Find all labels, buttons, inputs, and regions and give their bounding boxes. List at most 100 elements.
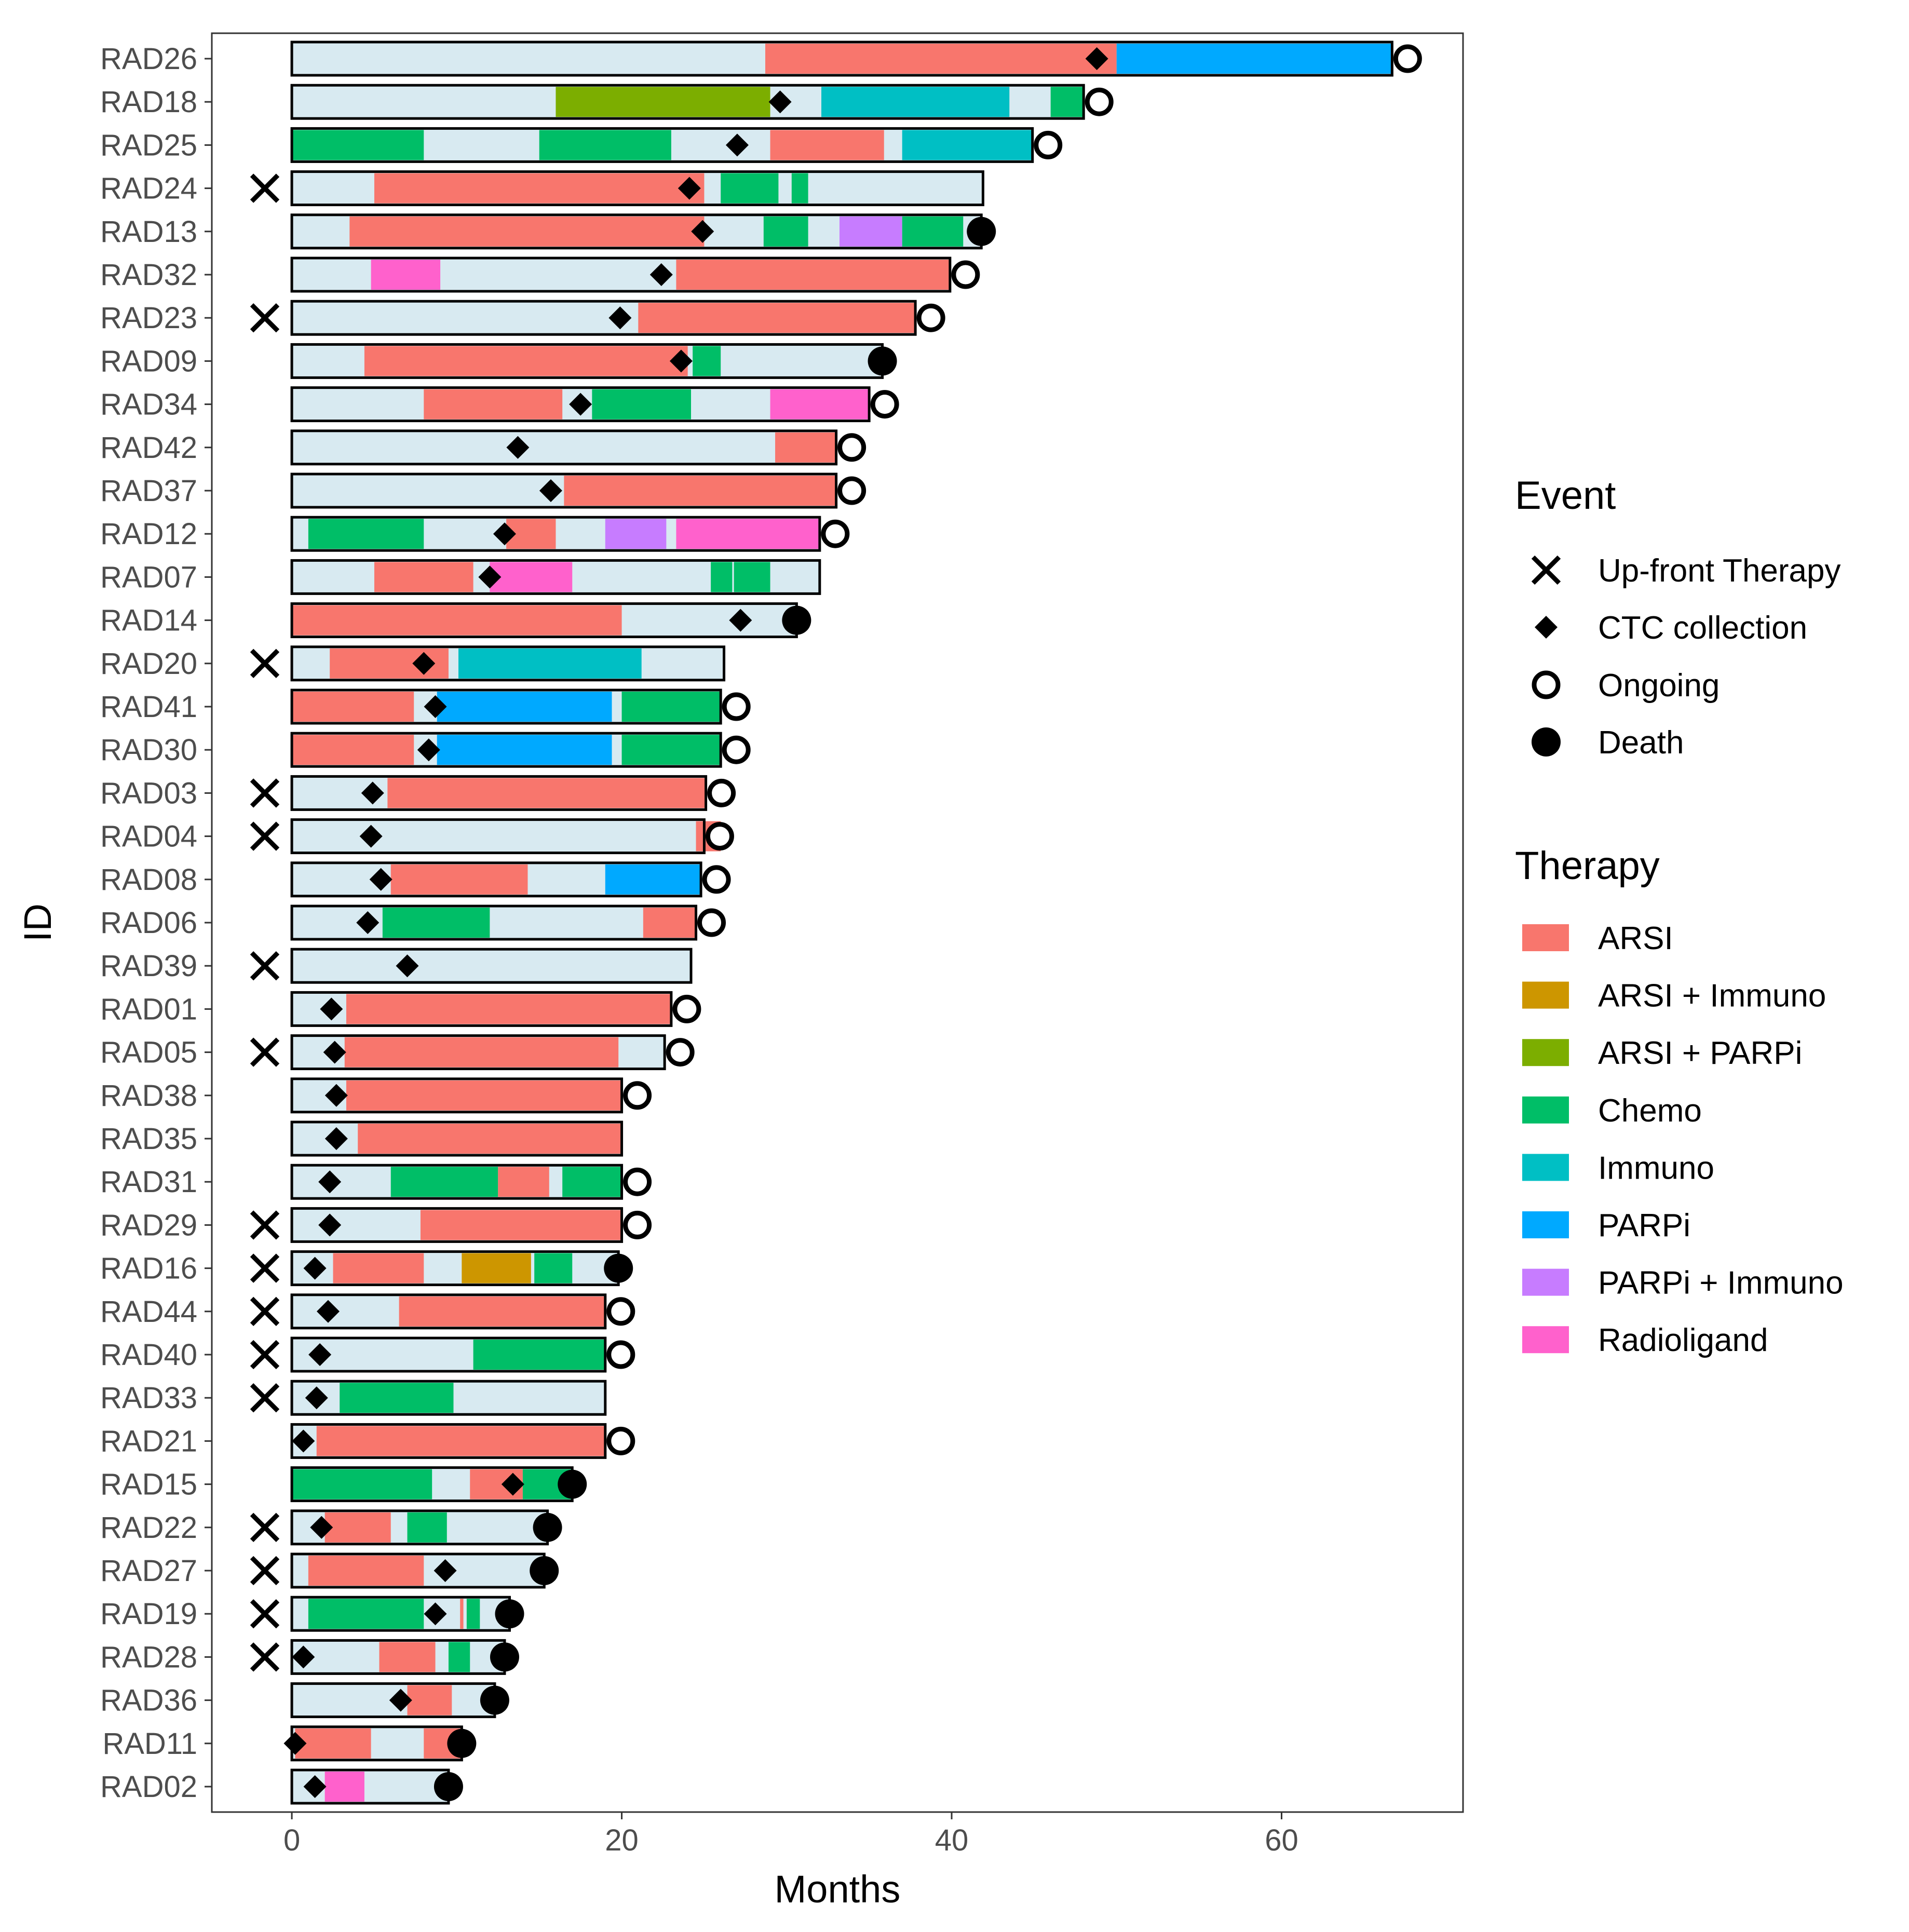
patient-row-rad11 — [283, 1725, 477, 1762]
legend-item-chemo: Chemo — [1522, 1093, 1702, 1129]
therapy-segment-arsi — [374, 562, 473, 592]
legend-label: Chemo — [1598, 1093, 1702, 1129]
therapy-segment-parpi — [437, 692, 612, 722]
therapy-segment-arsi — [564, 476, 836, 506]
therapy-segment-chemo — [693, 346, 721, 376]
therapy-segment-arsi — [316, 1426, 605, 1456]
duration-bar-outline — [290, 1120, 624, 1157]
duration-bar-outline — [290, 386, 871, 423]
ctc-collection-marker — [729, 609, 752, 632]
duration-bar-outline — [290, 84, 1085, 120]
therapy-segment-chemo — [473, 1340, 605, 1370]
cross-stroke — [250, 1556, 280, 1586]
y-tick-label-rad22: RAD22 — [100, 1511, 197, 1545]
duration-bar-outline — [290, 1207, 624, 1243]
upfront-therapy-marker — [250, 1037, 280, 1067]
ongoing-marker — [821, 519, 850, 548]
cross-stroke — [1531, 555, 1561, 585]
ongoing-marker — [1393, 44, 1422, 73]
patient-row-rad41 — [290, 688, 751, 725]
y-tick-label-rad42: RAD42 — [100, 431, 197, 465]
therapy-segment-arsi — [358, 1124, 622, 1154]
therapy-segment-arsi — [346, 1080, 622, 1111]
therapy-segment-parpi — [605, 864, 701, 895]
legend-item-arsi-immuno: ARSI + Immuno — [1522, 978, 1826, 1014]
ctc-collection-marker — [539, 479, 562, 502]
ctc-collection-marker — [283, 1732, 307, 1755]
patient-row-rad32 — [290, 256, 980, 293]
y-tick-label-rad25: RAD25 — [100, 128, 197, 162]
ongoing-marker — [951, 260, 980, 289]
therapy-segment-chemo — [308, 1599, 424, 1629]
patient-row-rad04 — [250, 818, 734, 855]
legend-label: PARPi — [1598, 1208, 1690, 1244]
legend-title-therapy: Therapy — [1515, 844, 1660, 888]
upfront-therapy-marker — [250, 1340, 280, 1370]
patient-row-rad18 — [290, 84, 1114, 120]
ctc-collection-marker — [310, 1516, 333, 1539]
therapy-segment-arsi — [292, 605, 622, 636]
ctc-collection-marker — [501, 1472, 524, 1496]
therapy-segment-radioligand — [371, 260, 441, 290]
death-marker — [967, 217, 996, 246]
patient-row-rad20 — [250, 645, 726, 682]
cross-stroke — [250, 1296, 280, 1326]
patient-row-rad09 — [290, 343, 897, 379]
therapy-segment-radioligand — [676, 519, 820, 549]
duration-bar-outline — [290, 516, 821, 552]
ctc-collection-marker — [324, 1127, 348, 1150]
duration-bar-outline — [290, 256, 952, 293]
y-tick-label-rad40: RAD40 — [100, 1338, 197, 1372]
legend-label-ongoing: Ongoing — [1598, 668, 1720, 704]
upfront-therapy-marker — [250, 1253, 280, 1283]
therapy-segment-arsi — [420, 1210, 622, 1240]
y-tick-label-rad19: RAD19 — [100, 1597, 197, 1631]
death-marker — [434, 1772, 463, 1801]
legend-swatch — [1522, 1154, 1569, 1181]
duration-bar-outline — [290, 300, 917, 336]
patient-row-rad06 — [290, 904, 726, 941]
duration-bar-outline — [290, 948, 693, 984]
patient-row-rad27 — [250, 1552, 559, 1589]
legend-label-ctc: CTC collection — [1598, 610, 1807, 646]
y-tick-label-rad38: RAD38 — [100, 1079, 197, 1113]
y-tick-label-rad44: RAD44 — [100, 1295, 197, 1329]
therapy-segment-chemo — [621, 692, 721, 722]
patient-row-rad28 — [250, 1639, 519, 1675]
x-axis-title: Months — [775, 1868, 901, 1911]
y-tick-label-rad04: RAD04 — [100, 820, 197, 854]
therapy-segment-chemo — [711, 562, 733, 592]
legend-label: Radioligand — [1598, 1322, 1768, 1358]
death-marker — [480, 1685, 509, 1715]
y-tick-label-rad07: RAD07 — [100, 560, 197, 594]
y-tick-label-rad28: RAD28 — [100, 1640, 197, 1674]
therapy-segment-arsi — [460, 1599, 464, 1629]
duration-bar-outline — [290, 559, 821, 595]
y-tick-label-rad05: RAD05 — [100, 1036, 197, 1070]
therapy-segment-parpi — [437, 735, 612, 765]
ctc-collection-marker — [369, 868, 392, 891]
upfront-therapy-marker — [250, 173, 280, 203]
y-tick-label-rad35: RAD35 — [100, 1122, 197, 1156]
y-tick-label-rad27: RAD27 — [100, 1554, 197, 1588]
therapy-segment-arsi — [308, 1556, 424, 1586]
cross-stroke — [250, 1253, 280, 1283]
therapy-segment-arsi — [344, 1037, 619, 1068]
legend-label: PARPi + Immuno — [1598, 1265, 1844, 1301]
x-tick-label: 0 — [283, 1823, 300, 1857]
upfront-therapy-marker — [250, 303, 280, 333]
duration-bar-outline — [290, 1423, 607, 1459]
ctc-collection-marker — [493, 522, 516, 546]
legend: Event Up-front Therapy CTC collection Ongoi… — [1515, 474, 1844, 1358]
therapy-segment-chemo — [390, 1167, 498, 1197]
legend-item-arsi: ARSI — [1522, 921, 1673, 956]
therapy-segment-chemo — [466, 1599, 480, 1629]
death-marker — [604, 1253, 633, 1283]
ongoing-marker — [623, 1081, 652, 1110]
therapy-segment-arsi — [765, 44, 1117, 74]
therapy-segment-arsi — [292, 735, 414, 765]
patient-row-rad02 — [290, 1768, 463, 1805]
ctc-collection-marker — [424, 695, 447, 718]
legend-item-upfront: Up-front Therapy — [1531, 553, 1841, 589]
ctc-collection-marker — [417, 738, 440, 762]
